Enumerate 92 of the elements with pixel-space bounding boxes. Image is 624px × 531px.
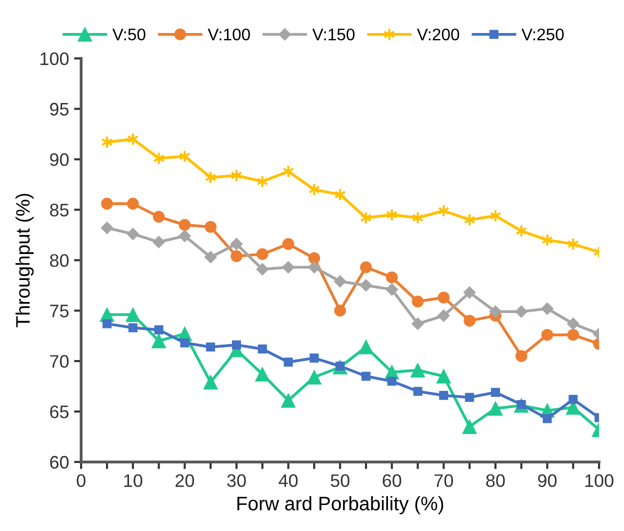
point xyxy=(258,344,267,354)
point xyxy=(102,319,112,328)
point xyxy=(463,286,476,299)
x-tick-label: 10 xyxy=(124,474,142,488)
point xyxy=(203,374,218,390)
x-tick-label: 30 xyxy=(227,474,246,488)
point xyxy=(567,328,580,341)
point xyxy=(515,350,528,362)
point xyxy=(204,250,217,264)
point xyxy=(334,275,346,288)
point xyxy=(152,334,166,348)
point xyxy=(541,302,554,315)
point xyxy=(515,305,528,318)
legend-label: V:50 xyxy=(112,28,146,40)
point xyxy=(566,318,580,330)
point xyxy=(255,366,270,382)
x-axis-title: Forw ard Porbability (%) xyxy=(237,496,444,514)
point xyxy=(152,236,166,248)
point xyxy=(306,370,322,385)
point xyxy=(282,261,295,274)
point xyxy=(568,394,578,404)
point xyxy=(410,362,426,378)
point xyxy=(126,307,140,322)
point xyxy=(180,338,190,348)
y-tick-label: 60 xyxy=(50,456,69,469)
point xyxy=(358,340,374,354)
point xyxy=(282,238,294,250)
legend-label: V:200 xyxy=(416,28,460,40)
point xyxy=(387,376,396,386)
point xyxy=(128,323,138,332)
y-tick-label: 95 xyxy=(50,102,69,116)
legend-label: V:150 xyxy=(312,28,355,40)
point xyxy=(360,279,372,292)
point xyxy=(541,328,554,341)
point xyxy=(310,354,319,363)
y-tick-label: 75 xyxy=(50,304,69,318)
point xyxy=(232,340,242,350)
y-tick-label: 90 xyxy=(50,153,69,166)
point xyxy=(542,414,552,424)
point xyxy=(386,283,398,296)
x-tick-label: 70 xyxy=(434,474,453,488)
point xyxy=(154,325,164,334)
point xyxy=(284,358,293,367)
point xyxy=(230,238,243,250)
point xyxy=(204,220,217,233)
y-axis-title: Throughput (%) xyxy=(16,194,34,328)
legend-label: V:100 xyxy=(208,28,250,40)
point xyxy=(308,261,320,274)
x-tick-label: 20 xyxy=(176,474,194,488)
point xyxy=(488,401,503,416)
point xyxy=(100,222,114,234)
y-tick-label: 85 xyxy=(50,204,69,216)
point xyxy=(178,218,191,231)
point xyxy=(126,228,140,240)
point xyxy=(412,296,424,308)
point xyxy=(413,386,422,396)
point xyxy=(439,390,448,400)
x-tick-label: 50 xyxy=(330,474,350,488)
y-tick-label: 70 xyxy=(50,355,69,368)
x-tick-label: 80 xyxy=(486,474,505,488)
point xyxy=(462,419,477,434)
point xyxy=(308,252,320,264)
point xyxy=(127,198,139,210)
point xyxy=(230,250,242,262)
x-tick-label: 60 xyxy=(382,474,402,488)
legend-label: V:250 xyxy=(522,28,564,40)
point xyxy=(280,393,296,408)
x-tick-label: 90 xyxy=(538,474,557,488)
point xyxy=(206,342,216,352)
point xyxy=(101,198,113,210)
point xyxy=(334,304,346,317)
point xyxy=(360,261,372,274)
point xyxy=(361,372,370,381)
y-tick-label: 65 xyxy=(50,405,69,418)
y-tick-label: 80 xyxy=(50,254,69,267)
point xyxy=(152,210,165,223)
point xyxy=(464,314,476,327)
point xyxy=(490,388,500,397)
point xyxy=(386,271,398,284)
point xyxy=(412,318,424,330)
point xyxy=(436,368,451,384)
x-tick-label: 100 xyxy=(585,474,614,488)
point xyxy=(438,292,450,304)
point xyxy=(178,230,191,242)
x-tick-label: 40 xyxy=(278,474,298,488)
point xyxy=(437,309,450,322)
point xyxy=(256,263,269,276)
point xyxy=(256,248,268,260)
point xyxy=(489,305,502,318)
y-tick-label: 100 xyxy=(40,52,69,66)
x-tick-label: 0 xyxy=(76,474,86,488)
point xyxy=(465,392,474,402)
